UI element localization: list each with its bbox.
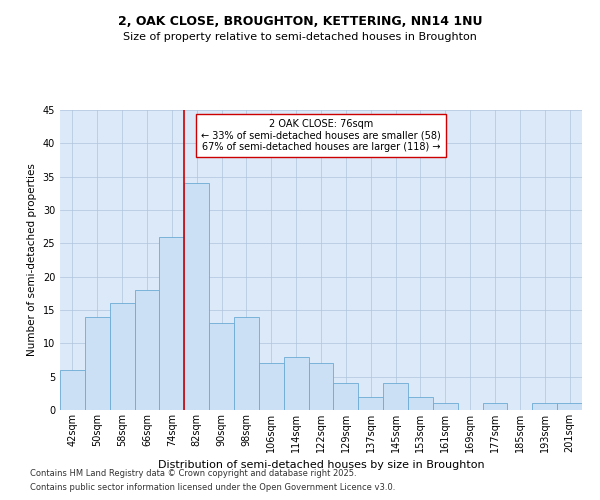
- Bar: [85, 316, 110, 410]
- Bar: [358, 396, 383, 410]
- Bar: [134, 290, 160, 410]
- Text: Contains HM Land Registry data © Crown copyright and database right 2025.: Contains HM Land Registry data © Crown c…: [30, 468, 356, 477]
- Bar: [308, 364, 334, 410]
- Text: 2, OAK CLOSE, BROUGHTON, KETTERING, NN14 1NU: 2, OAK CLOSE, BROUGHTON, KETTERING, NN14…: [118, 15, 482, 28]
- Bar: [408, 396, 433, 410]
- Bar: [184, 184, 209, 410]
- Bar: [284, 356, 308, 410]
- Y-axis label: Number of semi-detached properties: Number of semi-detached properties: [27, 164, 37, 356]
- Bar: [234, 316, 259, 410]
- Text: Size of property relative to semi-detached houses in Broughton: Size of property relative to semi-detach…: [123, 32, 477, 42]
- Bar: [532, 404, 557, 410]
- Bar: [334, 384, 358, 410]
- Bar: [110, 304, 134, 410]
- Bar: [259, 364, 284, 410]
- Bar: [160, 236, 184, 410]
- Text: Contains public sector information licensed under the Open Government Licence v3: Contains public sector information licen…: [30, 484, 395, 492]
- Bar: [433, 404, 458, 410]
- Bar: [209, 324, 234, 410]
- Bar: [557, 404, 582, 410]
- X-axis label: Distribution of semi-detached houses by size in Broughton: Distribution of semi-detached houses by …: [158, 460, 484, 470]
- Bar: [60, 370, 85, 410]
- Bar: [383, 384, 408, 410]
- Text: 2 OAK CLOSE: 76sqm
← 33% of semi-detached houses are smaller (58)
67% of semi-de: 2 OAK CLOSE: 76sqm ← 33% of semi-detache…: [201, 119, 441, 152]
- Bar: [482, 404, 508, 410]
